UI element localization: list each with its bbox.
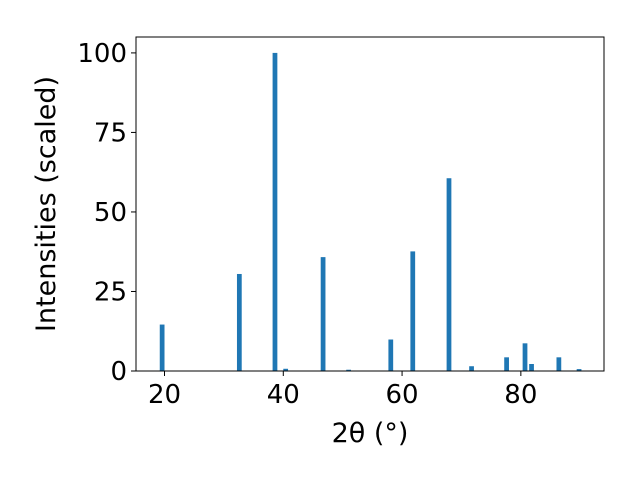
x-tick-label: 40	[267, 380, 300, 410]
bar-13	[556, 357, 562, 371]
bar-5	[346, 369, 351, 371]
y-tick-label: 25	[94, 277, 127, 307]
y-tick-label: 0	[110, 357, 127, 387]
bar-10	[504, 357, 509, 371]
bar-0	[159, 324, 165, 371]
bar-2	[272, 52, 278, 372]
y-tick-label: 50	[94, 198, 127, 228]
y-tick-label: 100	[77, 39, 127, 69]
y-ticks-group: 0 25 50 75 100	[77, 39, 136, 387]
bar-3	[283, 368, 289, 371]
bar-12	[529, 364, 534, 371]
bar-1	[236, 273, 242, 371]
x-tick-label: 80	[504, 380, 537, 410]
bar-7	[410, 251, 416, 371]
x-tick-label: 60	[386, 380, 419, 410]
x-ticks-group: 20 40 60 80	[148, 371, 537, 410]
bar-6	[388, 339, 394, 371]
y-axis-label: Intensities (scaled)	[31, 76, 62, 332]
x-tick-label: 20	[148, 380, 181, 410]
x-axis-label: 2θ (°)	[332, 418, 409, 449]
bars-group	[159, 52, 582, 372]
bar-9	[469, 366, 474, 371]
bar-14	[576, 369, 582, 371]
y-tick-label: 75	[94, 118, 127, 148]
bar-4	[320, 257, 326, 371]
bar-11	[522, 343, 528, 371]
bar-8	[446, 178, 452, 371]
plot-frame	[135, 36, 605, 372]
